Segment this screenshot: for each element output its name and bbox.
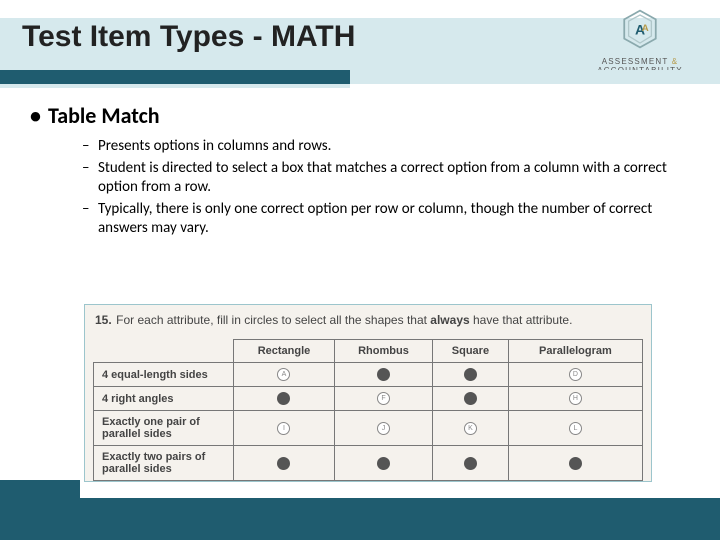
row-label: Exactly two pairs of parallel sides [94,446,234,481]
col-header: Rectangle [234,340,335,363]
row-label: 4 right angles [94,387,234,411]
bubble-cell[interactable] [432,446,508,481]
hexagon-logo-icon: A A [619,8,661,50]
bubble-filled-icon [464,368,477,381]
bubble-open-icon: H [569,392,582,405]
slide-title: Test Item Types - MATH [22,20,355,54]
bubble-filled-icon [277,392,290,405]
bubble-cell[interactable]: J [334,411,432,446]
table-row: 4 right angles F H [94,387,643,411]
footer-accent [0,480,80,498]
title-underline-dark [0,70,350,84]
table-row: 4 equal-length sides A D [94,363,643,387]
q-bold: always [430,313,469,327]
bubble-cell[interactable] [432,363,508,387]
corner-cell [94,340,234,363]
sub-bullet: Student is directed to select a box that… [82,159,690,198]
table-body: 4 equal-length sides A D 4 right angles F H Ex… [94,363,643,481]
bubble-cell[interactable] [432,387,508,411]
col-header: Square [432,340,508,363]
bubble-open-icon: F [377,392,390,405]
logo-line1: ASSESSMENT [602,57,669,66]
bubble-cell[interactable]: A [234,363,335,387]
sub-bullet: Typically, there is only one correct opt… [82,200,690,239]
table-row: Exactly two pairs of parallel sides [94,446,643,481]
bubble-cell[interactable]: F [334,387,432,411]
sub-bullet: Presents options in columns and rows. [82,137,690,157]
footer-bar [0,498,720,540]
bubble-cell[interactable] [334,363,432,387]
bubble-filled-icon [277,457,290,470]
title-underline-light [350,70,720,84]
logo: A A ASSESSMENT & ACCOUNTABILITY [580,8,700,75]
bubble-cell[interactable] [234,387,335,411]
bubble-cell[interactable] [508,446,642,481]
q-pre: For each attribute, fill in circles to s… [116,313,430,327]
title-underline-thin [0,84,350,88]
col-header: Parallelogram [508,340,642,363]
col-header: Rhombus [334,340,432,363]
bubble-cell[interactable]: I [234,411,335,446]
bubble-open-icon: J [377,422,390,435]
row-label: 4 equal-length sides [94,363,234,387]
match-table: Rectangle Rhombus Square Parallelogram 4… [93,339,643,481]
sub-bullet-list: Presents options in columns and rows. St… [30,137,690,239]
question-number: 15. [95,313,112,327]
example-question: 15. For each attribute, fill in circles … [85,305,651,339]
bubble-open-icon: D [569,368,582,381]
bubble-open-icon: K [464,422,477,435]
bubble-open-icon: I [277,422,290,435]
example-box: 15. For each attribute, fill in circles … [84,304,652,482]
bubble-cell[interactable]: D [508,363,642,387]
bubble-filled-icon [464,457,477,470]
table-row: Exactly one pair of parallel sides I J K L [94,411,643,446]
bubble-cell[interactable]: H [508,387,642,411]
bubble-filled-icon [569,457,582,470]
q-post: have that attribute. [470,313,573,327]
table-header-row: Rectangle Rhombus Square Parallelogram [94,340,643,363]
svg-text:A: A [642,23,649,34]
main-bullet: Table Match [30,102,690,129]
bubble-filled-icon [377,457,390,470]
bubble-cell[interactable] [334,446,432,481]
bubble-filled-icon [464,392,477,405]
bubble-open-icon: L [569,422,582,435]
row-label: Exactly one pair of parallel sides [94,411,234,446]
question-text: For each attribute, fill in circles to s… [116,313,572,327]
bubble-filled-icon [377,368,390,381]
bubble-cell[interactable] [234,446,335,481]
bubble-cell[interactable]: L [508,411,642,446]
content-area: Table Match Presents options in columns … [30,102,690,241]
bubble-cell[interactable]: K [432,411,508,446]
logo-amp: & [672,57,679,66]
bubble-open-icon: A [277,368,290,381]
